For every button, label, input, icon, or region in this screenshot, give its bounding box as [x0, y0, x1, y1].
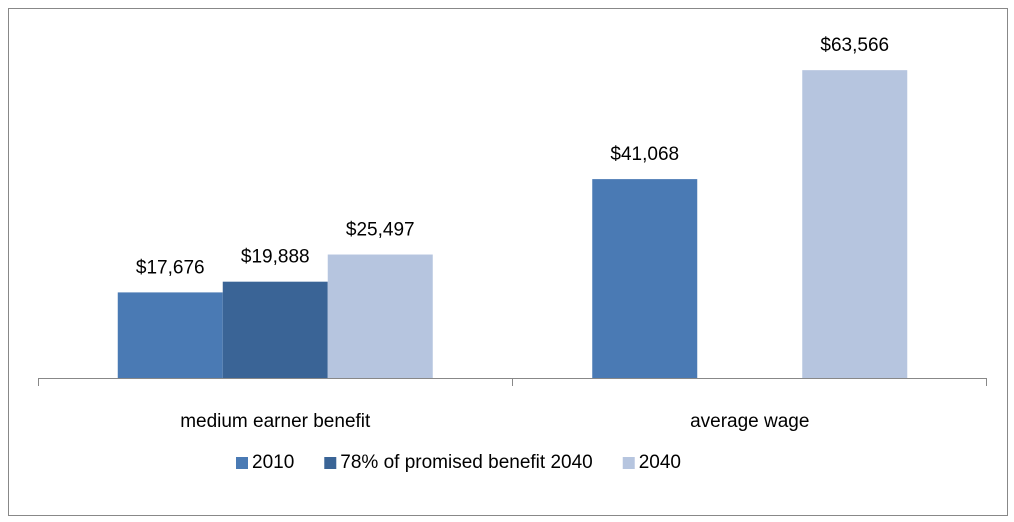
bar	[222, 281, 328, 378]
data-label: $63,566	[820, 35, 889, 56]
legend-swatch	[324, 457, 337, 469]
bar	[592, 179, 698, 378]
legend-swatch	[236, 457, 248, 469]
legend-label: 2010	[252, 452, 294, 473]
data-label: $17,676	[136, 257, 205, 278]
data-label: $25,497	[346, 220, 415, 241]
legend-label: 78% of promised benefit 2040	[340, 452, 592, 473]
data-label: $41,068	[610, 144, 679, 165]
legend-swatch	[622, 457, 635, 469]
bar	[327, 254, 433, 378]
bar	[802, 70, 908, 379]
legend-label: 2040	[639, 452, 681, 473]
x-tick-label: medium earner benefit	[180, 411, 371, 432]
x-tick-label: average wage	[690, 411, 809, 432]
bar	[117, 292, 223, 378]
data-label: $19,888	[241, 247, 310, 268]
